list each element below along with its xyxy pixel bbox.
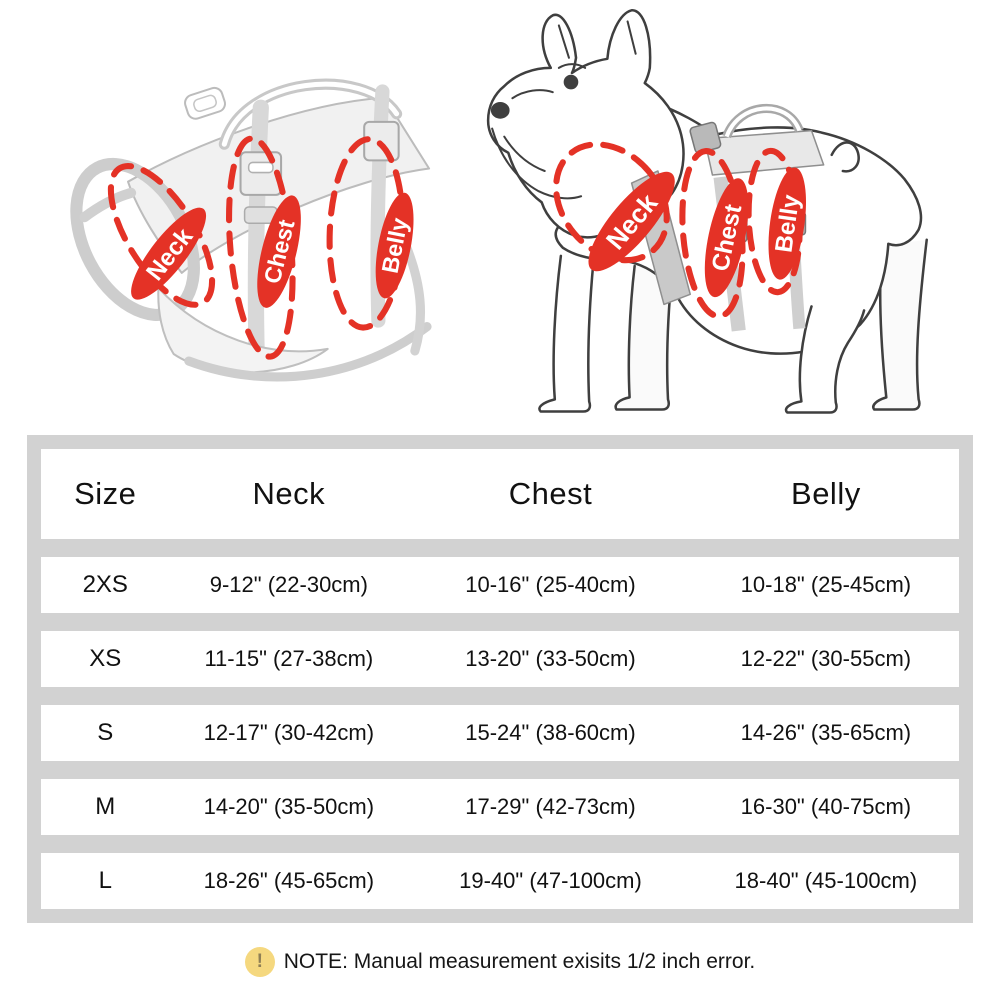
bulldog-nose (490, 102, 510, 119)
harness-measurement-diagram: Neck Chest Belly (70, 78, 432, 382)
neck-value: 14-20" (35-50cm) (203, 794, 375, 819)
size-value: M (95, 793, 116, 820)
chest-value: 19-40" (47-100cm) (459, 868, 642, 893)
table-row-l: L 18-26" (45-65cm) 19-40" (47-100cm) 18-… (41, 853, 959, 909)
size-value: S (97, 719, 114, 746)
table-row-2xs: 2XS 9-12" (22-30cm) 10-16" (25-40cm) 10-… (41, 557, 959, 613)
column-header-belly: Belly (791, 476, 861, 511)
belly-value: 10-18" (25-45cm) (740, 572, 912, 597)
neck-value: 18-26" (45-65cm) (203, 868, 375, 893)
chest-value: 10-16" (25-40cm) (465, 572, 636, 597)
belly-value: 14-26" (35-65cm) (740, 720, 912, 745)
bulldog-line-drawing (486, 9, 928, 414)
belly-value: 16-30" (40-75cm) (740, 794, 912, 819)
size-value: L (98, 867, 112, 894)
exclamation-circle-icon: ! (244, 947, 275, 977)
chest-value: 15-24" (38-60cm) (465, 720, 636, 745)
neck-value: 11-15" (27-38cm) (204, 646, 374, 671)
table-row-s: S 12-17" (30-42cm) 15-24" (38-60cm) 14-2… (41, 705, 959, 761)
note-text: NOTE: Manual measurement exisits 1/2 inc… (283, 950, 756, 973)
dog-measurement-diagram: Neck Chest Belly (486, 9, 928, 414)
column-header-chest: Chest (508, 476, 593, 511)
belly-value: 12-22" (30-55cm) (740, 646, 912, 671)
chest-value: 13-20" (33-50cm) (465, 646, 636, 671)
table-row-xs: XS 11-15" (27-38cm) 13-20" (33-50cm) 12-… (41, 631, 959, 687)
table-row-m: M 14-20" (35-50cm) 17-29" (42-73cm) 16-3… (41, 779, 959, 835)
size-table: Size Neck Chest Belly 2XS 9-12" (22-30cm… (27, 435, 973, 923)
column-header-neck: Neck (252, 476, 326, 511)
column-header-size: Size (74, 476, 137, 511)
belly-value: 18-40" (45-100cm) (734, 868, 918, 893)
bulldog-eye (563, 74, 579, 90)
harness-top-loop (184, 86, 226, 120)
bulldog-face-details (491, 20, 637, 200)
harness-line-drawing (70, 78, 432, 382)
belly-label-pill: Belly (375, 192, 414, 299)
neck-measure-ring (553, 141, 670, 264)
belly-label-pill: Belly (768, 167, 807, 280)
size-value: 2XS (82, 571, 128, 598)
chest-value: 17-29" (42-73cm) (465, 794, 636, 819)
neck-value: 9-12" (22-30cm) (209, 572, 368, 597)
size-value: XS (89, 645, 122, 672)
measurement-note: ! NOTE: Manual measurement exisits 1/2 i… (0, 944, 1000, 980)
size-table-header-row: Size Neck Chest Belly (41, 449, 959, 539)
neck-value: 12-17" (30-42cm) (203, 720, 375, 745)
